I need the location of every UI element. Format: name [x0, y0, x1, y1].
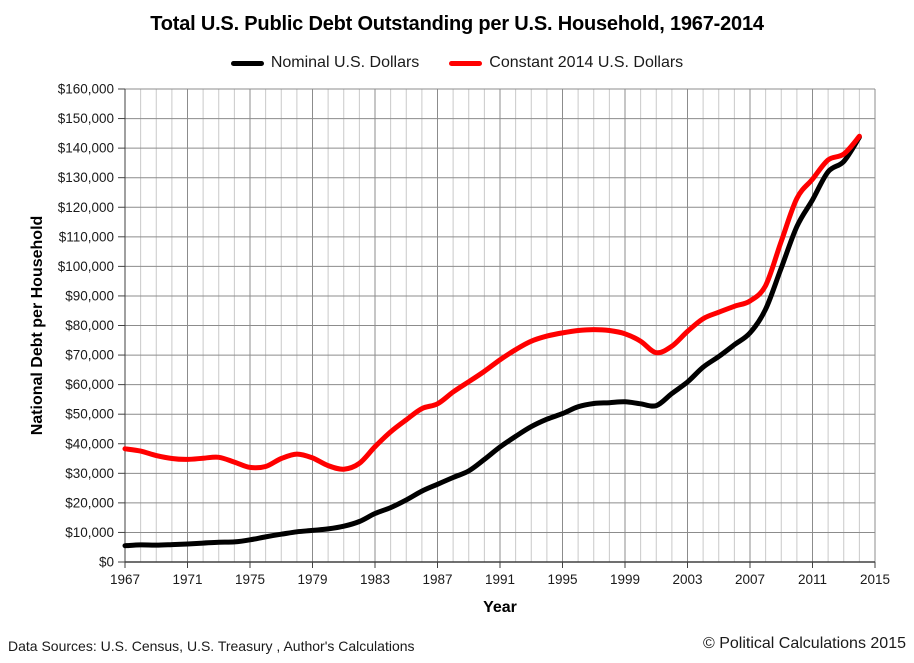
x-tick-label: 1999 — [610, 572, 640, 587]
legend-item-constant: Constant 2014 U.S. Dollars — [449, 54, 683, 72]
y-tick-label: $60,000 — [65, 377, 114, 392]
x-tick-label: 1983 — [360, 572, 390, 587]
y-tick-label: $30,000 — [65, 466, 114, 481]
copyright-note: © Political Calculations 2015 — [702, 635, 906, 652]
x-tick-label: 2011 — [798, 572, 827, 587]
x-tick-label: 1991 — [485, 572, 515, 587]
y-tick-label: $20,000 — [65, 495, 114, 510]
series-lines — [122, 133, 862, 549]
y-tick-label: $160,000 — [58, 82, 114, 97]
data-sources-note: Data Sources: U.S. Census, U.S. Treasury… — [8, 638, 415, 654]
axes — [118, 88, 876, 568]
series-line-nominal — [122, 134, 862, 549]
x-tick-label: 1979 — [297, 572, 327, 587]
x-tick-label: 2007 — [735, 572, 765, 587]
legend-label-nominal: Nominal U.S. Dollars — [270, 54, 420, 71]
chart-legend: Nominal U.S. Dollars Constant 2014 U.S. … — [0, 54, 914, 72]
y-tick-label: $130,000 — [58, 170, 114, 185]
y-tick-label: $140,000 — [58, 141, 114, 156]
y-tick-label: $70,000 — [65, 348, 114, 363]
series-line-constant — [122, 133, 862, 472]
y-tick-label: $0 — [99, 555, 114, 570]
x-tick-label: 1975 — [235, 572, 265, 587]
y-tick-label: $40,000 — [65, 436, 114, 451]
x-tick-label: 1967 — [110, 572, 140, 587]
y-tick-label: $10,000 — [65, 525, 114, 540]
x-tick-label: 1971 — [172, 572, 202, 587]
legend-item-nominal: Nominal U.S. Dollars — [230, 54, 420, 72]
y-tick-label: $90,000 — [65, 288, 114, 303]
y-axis-title: National Debt per Household — [29, 216, 46, 436]
tick-labels: $0 $10,000 $20,000 $30,000 $40,000 $50,000 $60… — [58, 82, 890, 588]
chart-title: Total U.S. Public Debt Outstanding per U… — [150, 13, 764, 35]
nominal-series-swatch — [230, 60, 264, 66]
x-tick-label: 2015 — [860, 572, 890, 587]
y-tick-label: $110,000 — [59, 229, 114, 244]
x-tick-label: 1987 — [422, 572, 452, 587]
x-tick-label: 1995 — [547, 572, 577, 587]
x-axis-title: Year — [483, 599, 517, 616]
y-tick-label: $80,000 — [65, 318, 114, 333]
x-tick-label: 2003 — [672, 572, 702, 587]
constant-series-swatch — [449, 60, 483, 66]
y-tick-label: $50,000 — [65, 407, 114, 422]
legend-label-constant: Constant 2014 U.S. Dollars — [489, 54, 684, 71]
y-tick-label: $120,000 — [58, 200, 114, 215]
y-tick-label: $150,000 — [58, 111, 114, 126]
horizontal-gridlines — [125, 88, 875, 533]
y-tick-label: $100,000 — [58, 259, 114, 274]
